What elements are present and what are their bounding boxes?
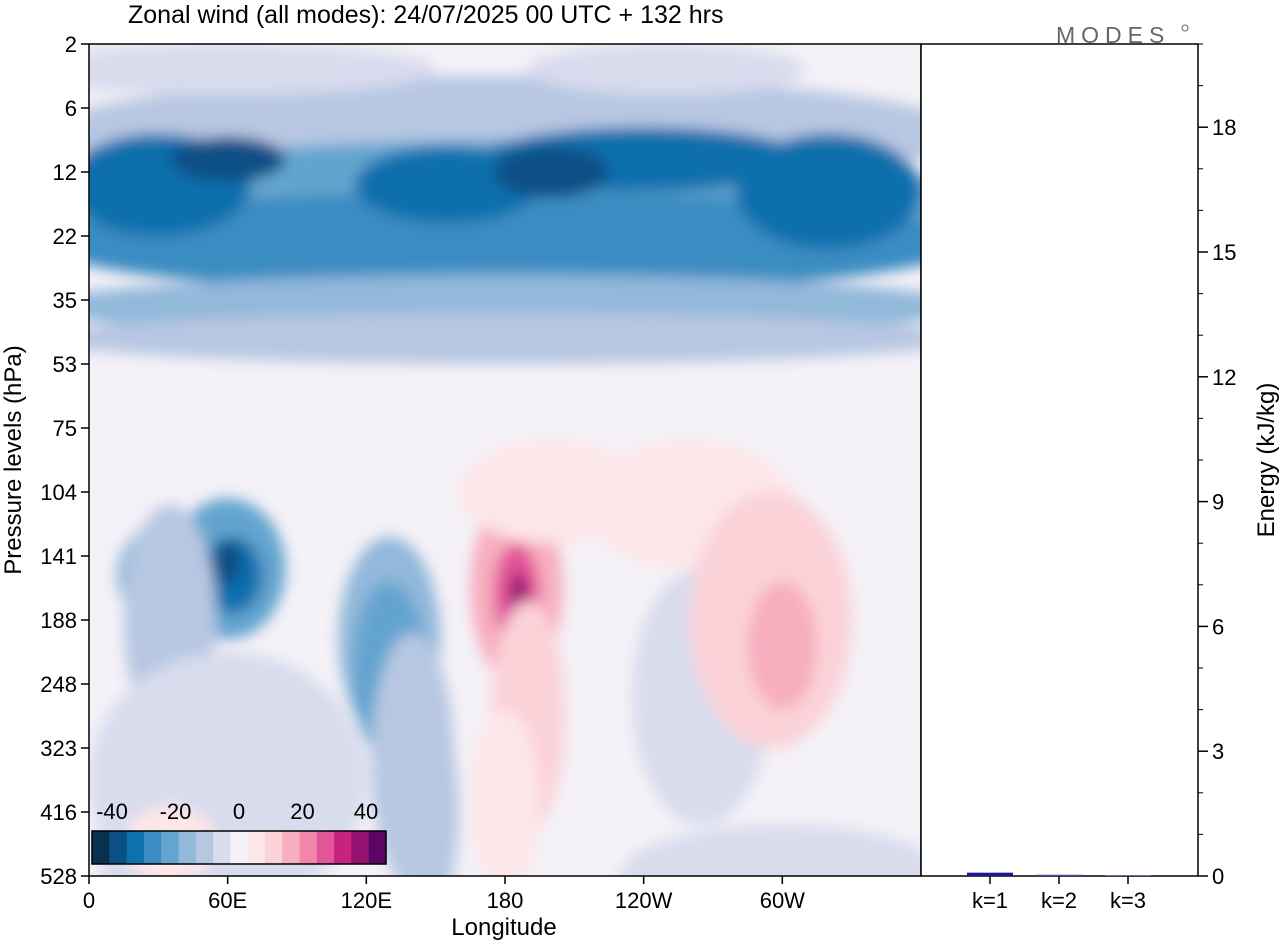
wind-contour-region xyxy=(528,44,806,96)
wind-field xyxy=(89,44,921,876)
energy-tick-label: 0 xyxy=(1212,864,1224,889)
wind-contour-region xyxy=(412,716,459,876)
wind-contour-region xyxy=(213,540,242,585)
pressure-tick-label: 6 xyxy=(65,96,77,121)
pressure-tick-label: 528 xyxy=(40,864,77,889)
colorbar-swatch xyxy=(282,831,301,864)
energy-category-label: k=1 xyxy=(972,888,1008,913)
pressure-tick-label: 416 xyxy=(40,800,77,825)
pressure-tick-label: 104 xyxy=(40,480,77,505)
longitude-tick-label: 60W xyxy=(760,888,805,913)
contour-plot xyxy=(89,44,921,876)
pressure-tick-label: 2 xyxy=(65,32,77,57)
logo-copyright-mark xyxy=(1181,24,1189,32)
wind-contour-region xyxy=(493,146,609,198)
longitude-axis: 0 60E 120E 180 120W 60W xyxy=(83,876,805,913)
colorbar-swatch xyxy=(334,831,352,864)
wind-contour-region xyxy=(169,136,286,182)
colorbar-swatch xyxy=(161,831,179,864)
wind-contour-region xyxy=(620,824,921,876)
wind-contour-region xyxy=(89,44,436,96)
colorbar-swatch xyxy=(143,831,162,864)
energy-tick-label: 3 xyxy=(1212,739,1224,764)
longitude-tick-label: 120W xyxy=(615,888,673,913)
colorbar-tick-label: 40 xyxy=(354,799,378,824)
colorbar-frame xyxy=(91,830,387,865)
y-axis-label: Pressure levels (hPa) xyxy=(0,345,27,574)
pressure-tick-label: 35 xyxy=(53,288,77,313)
x-axis-label: Longitude xyxy=(451,914,556,941)
energy-axis-label: Energy (kJ/kg) xyxy=(1253,383,1280,538)
wind-contour-region xyxy=(470,709,540,876)
energy-tick-label: 6 xyxy=(1212,614,1224,639)
energy-panel: 0 3 6 9 12 15 18 k=1 k=2 k=3 xyxy=(967,43,1236,913)
longitude-tick-label: 60E xyxy=(208,888,247,913)
colorbar-tick-label: 0 xyxy=(233,799,245,824)
colorbar-swatch xyxy=(316,831,335,864)
energy-category-label: k=3 xyxy=(1110,888,1146,913)
colorbar-swatch xyxy=(368,831,387,864)
colorbar-swatch xyxy=(126,831,145,864)
energy-category-label: k=2 xyxy=(1041,888,1077,913)
pressure-tick-label: 188 xyxy=(40,608,77,633)
longitude-tick-label: 120E xyxy=(341,888,392,913)
energy-bar xyxy=(1036,874,1082,876)
colorbar-swatch xyxy=(351,831,370,864)
longitude-tick-label: 0 xyxy=(83,888,95,913)
wind-contour-region xyxy=(89,191,921,294)
pressure-tick-label: 141 xyxy=(40,544,77,569)
colorbar-tick-label: 20 xyxy=(290,799,314,824)
chart-title: Zonal wind (all modes): 24/07/2025 00 UT… xyxy=(128,1,723,29)
colorbar-swatch xyxy=(299,831,318,864)
pressure-axis: 2 6 12 22 35 53 75 104 141 188 248 323 416 528 xyxy=(40,32,89,889)
pressure-tick-label: 53 xyxy=(53,352,77,377)
pressure-tick-label: 22 xyxy=(53,224,77,249)
longitude-tick-label: 180 xyxy=(487,888,524,913)
energy-tick-label: 15 xyxy=(1212,240,1236,265)
colorbar-tick-label: -40 xyxy=(96,799,128,824)
colorbar-swatch xyxy=(92,831,110,864)
colorbar-swatch xyxy=(178,831,197,864)
colorbar-swatch xyxy=(247,831,266,864)
colorbar-tick-label: -20 xyxy=(160,799,192,824)
wind-contour-region xyxy=(89,312,921,364)
pressure-tick-label: 75 xyxy=(53,416,77,441)
colorbar-swatch xyxy=(264,831,283,864)
pressure-tick-label: 323 xyxy=(40,736,77,761)
wind-contour-region xyxy=(736,133,921,249)
colorbar: -40 -20 0 20 40 xyxy=(91,799,387,865)
pressure-tick-label: 12 xyxy=(53,160,77,185)
energy-bar xyxy=(967,872,1013,876)
energy-tick-label: 12 xyxy=(1212,365,1236,390)
wind-contour-region xyxy=(747,581,817,710)
energy-panel-frame xyxy=(920,43,1199,877)
energy-tick-label: 18 xyxy=(1212,115,1236,140)
colorbar-swatch xyxy=(213,831,231,864)
pressure-tick-label: 248 xyxy=(40,672,77,697)
colorbar-swatch xyxy=(195,831,214,864)
energy-tick-label: 9 xyxy=(1212,490,1224,515)
colorbar-swatch xyxy=(230,831,249,864)
colorbar-swatch xyxy=(109,831,128,864)
energy-bar xyxy=(1105,875,1151,876)
